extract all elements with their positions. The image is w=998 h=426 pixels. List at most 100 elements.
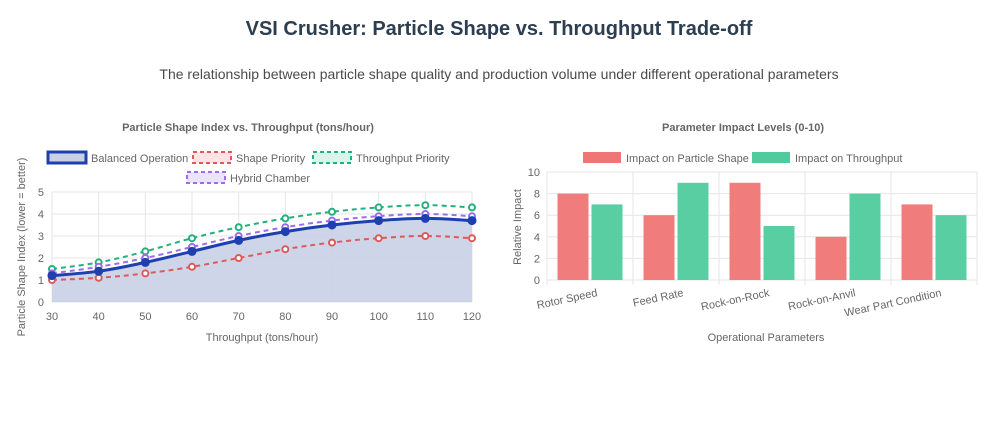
legend-item-balanced-operation[interactable]: Balanced Operation: [46, 150, 188, 165]
data-point[interactable]: [468, 234, 476, 243]
x-tick-label: Rotor Speed: [536, 287, 599, 312]
series-line-balanced-operation: [51, 216, 473, 278]
data-point[interactable]: [281, 245, 290, 254]
data-point[interactable]: [47, 271, 57, 281]
data-point[interactable]: [188, 234, 196, 243]
legend-item-throughput-priority[interactable]: Throughput Priority: [312, 151, 450, 165]
legend-item-impact-on-particle-shape[interactable]: Impact on Particle Shape: [583, 152, 749, 165]
data-point[interactable]: [234, 254, 243, 262]
y-tick-label: 8: [534, 189, 540, 201]
data-point[interactable]: [281, 214, 290, 223]
bar-impact-on-particle-shape[interactable]: [643, 215, 675, 280]
bar-chart-title: Parameter Impact Levels (0-10): [662, 122, 824, 134]
bar-chart-legend[interactable]: Impact on Particle Shape Impact on Throug…: [583, 152, 902, 165]
y-tick-label: 2: [534, 253, 540, 265]
y-tick-label: 0: [534, 275, 540, 287]
x-tick-label: Wear Part Condition: [843, 287, 942, 319]
line-chart-title: Particle Shape Index vs. Throughput (ton…: [122, 122, 374, 134]
data-point[interactable]: [468, 203, 476, 212]
y-tick-label: 3: [38, 231, 44, 243]
x-tick-label: 70: [233, 311, 245, 323]
data-point[interactable]: [421, 201, 430, 210]
legend-item-shape-priority[interactable]: Shape Priority: [192, 151, 306, 165]
x-tick-label: 80: [279, 311, 291, 323]
x-tick-label: 30: [46, 311, 58, 323]
legend-swatch: [312, 151, 352, 164]
y-tick-label: 5: [38, 187, 44, 199]
bar-chart-ylabel: Relative Impact: [512, 189, 524, 265]
bar-impact-on-throughput[interactable]: [763, 226, 795, 280]
x-tick-label: Feed Rate: [632, 287, 685, 309]
line-chart-lines: [51, 204, 473, 281]
page-title: VSI Crusher: Particle Shape vs. Throughp…: [245, 18, 753, 40]
series-area-balanced-operation: [52, 218, 472, 302]
data-point[interactable]: [280, 227, 290, 237]
data-point[interactable]: [420, 213, 430, 223]
y-tick-label: 2: [38, 253, 44, 265]
legend-label: Throughput Priority: [356, 153, 450, 165]
legend-swatch: [583, 152, 621, 163]
y-tick-label: 4: [38, 209, 44, 221]
line-chart-areas: [52, 218, 472, 302]
legend-item-hybrid-chamber[interactable]: Hybrid Chamber: [186, 171, 310, 185]
y-tick-label: 10: [528, 167, 540, 179]
bar-impact-on-throughput[interactable]: [935, 215, 967, 280]
x-tick-label: 90: [326, 311, 338, 323]
data-point[interactable]: [141, 247, 150, 256]
data-point[interactable]: [374, 203, 383, 212]
legend-swatch: [192, 151, 232, 164]
page-subtitle: The relationship between particle shape …: [159, 66, 839, 82]
data-point[interactable]: [374, 216, 384, 226]
line-chart: Particle Shape Index vs. Throughput (ton…: [16, 122, 481, 344]
data-point[interactable]: [327, 220, 337, 230]
legend-label: Impact on Particle Shape: [626, 153, 749, 165]
legend-swatch: [46, 150, 88, 165]
series-line-hybrid-chamber: [51, 212, 473, 275]
bar-impact-on-particle-shape[interactable]: [815, 236, 847, 280]
legend-swatch: [186, 171, 226, 184]
bar-chart-xlabel: Operational Parameters: [708, 332, 825, 344]
data-point[interactable]: [467, 216, 477, 226]
bar-impact-on-throughput[interactable]: [849, 193, 881, 280]
line-chart-ylabel: Particle Shape Index (lower = better): [16, 158, 28, 337]
data-point[interactable]: [374, 234, 383, 243]
x-tick-label: 110: [417, 311, 435, 323]
series-line-shape-priority: [51, 234, 473, 281]
bar-impact-on-particle-shape[interactable]: [557, 193, 589, 280]
bar-impact-on-throughput[interactable]: [677, 182, 709, 280]
x-tick-label: 120: [463, 311, 481, 323]
x-tick-label: 100: [369, 311, 387, 323]
legend-item-impact-on-throughput[interactable]: Impact on Throughput: [752, 152, 902, 165]
line-chart-axes: 0 1 2 3 4 5 30 40 50 60 70 80 90 100 110 120: [38, 187, 481, 323]
x-tick-label: Rock-on-Rock: [700, 287, 771, 313]
data-point[interactable]: [140, 257, 150, 267]
legend-label: Balanced Operation: [91, 153, 188, 165]
data-point[interactable]: [328, 207, 336, 216]
bar-chart: Parameter Impact Levels (0-10) Impact on…: [512, 122, 978, 344]
data-point[interactable]: [188, 262, 196, 271]
bar-impact-on-particle-shape[interactable]: [729, 182, 761, 280]
legend-label: Hybrid Chamber: [230, 173, 310, 185]
line-chart-xlabel: Throughput (tons/hour): [206, 332, 319, 344]
bar-impact-on-particle-shape[interactable]: [901, 204, 933, 280]
y-tick-label: 0: [38, 297, 44, 309]
y-tick-label: 4: [534, 232, 540, 244]
legend-label: Impact on Throughput: [795, 153, 902, 165]
x-tick-label: 40: [93, 311, 105, 323]
data-point[interactable]: [234, 223, 243, 232]
line-chart-points[interactable]: [47, 201, 477, 284]
y-tick-label: 1: [38, 275, 44, 287]
data-point[interactable]: [94, 266, 104, 276]
legend-swatch: [752, 152, 790, 163]
x-tick-label: 60: [186, 311, 198, 323]
data-point[interactable]: [234, 235, 244, 245]
data-point[interactable]: [187, 246, 197, 256]
x-tick-label: 50: [139, 311, 151, 323]
line-chart-legend[interactable]: Balanced Operation Shape Priority Throughp…: [46, 150, 450, 185]
bar-impact-on-throughput[interactable]: [591, 204, 623, 280]
bar-chart-bars[interactable]: [557, 182, 967, 280]
y-tick-label: 6: [534, 210, 540, 222]
data-point[interactable]: [141, 269, 150, 278]
data-point[interactable]: [421, 232, 430, 240]
data-point[interactable]: [328, 238, 336, 247]
